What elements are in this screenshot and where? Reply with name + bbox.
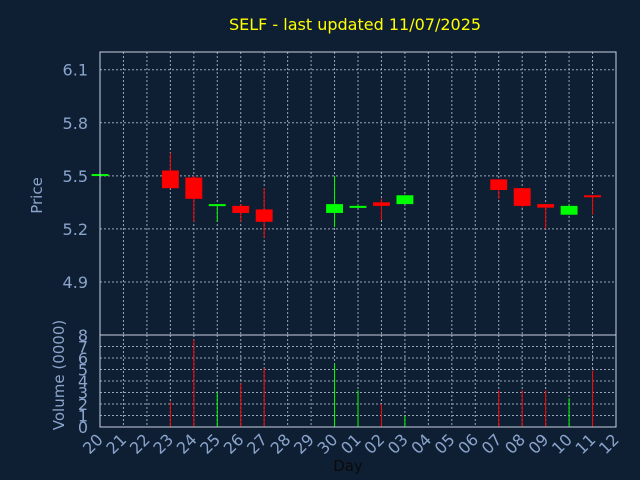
price-tick-label: 5.8 (63, 114, 88, 133)
candle-body (161, 170, 179, 189)
candle (373, 198, 390, 221)
candle (490, 179, 508, 199)
candle-body (373, 202, 390, 206)
candle-body (185, 177, 203, 199)
candle (326, 175, 343, 228)
candle-body (560, 205, 578, 215)
price-tick-label: 6.1 (63, 61, 88, 80)
candle-body (490, 179, 508, 190)
candle (396, 195, 414, 205)
price-tick-label: 5.2 (63, 220, 88, 239)
volume-tick-label: 8 (78, 326, 88, 345)
candle-body (208, 204, 226, 207)
candle-body (255, 209, 273, 222)
volume-tick-label: 1 (78, 407, 88, 426)
volume-tick-label: 4 (78, 372, 88, 391)
volume-tick-label: 3 (78, 384, 88, 403)
day-tick-labels: 2021222324252627282930010203040506070809… (79, 430, 623, 458)
candle (185, 175, 203, 222)
candle-body (537, 204, 555, 208)
day-axis-label: Day (333, 457, 363, 475)
candle (537, 204, 555, 229)
candle (255, 188, 273, 238)
volume-bars (169, 339, 594, 427)
price-tick-label: 4.9 (63, 273, 88, 292)
candle (349, 204, 367, 208)
price-candles (91, 152, 601, 238)
candle-body (349, 205, 367, 208)
candle (560, 204, 578, 215)
day-tick-label: 12 (595, 430, 623, 458)
candle-body (232, 205, 250, 213)
volume-tick-label: 0 (78, 418, 88, 437)
candle-body (513, 188, 531, 206)
price-tick-labels: 4.9 5.2 5.5 5.8 6.1 (63, 61, 88, 292)
volume-tick-label: 5 (78, 361, 88, 380)
chart-title: SELF - last updated 11/07/2025 (229, 15, 481, 34)
volume-panel-frame (99, 334, 617, 428)
candle (208, 204, 226, 222)
price-tick-label: 5.5 (63, 167, 88, 186)
candle (161, 152, 179, 189)
volume-tick-label: 7 (78, 338, 88, 357)
candle-body (584, 195, 601, 198)
candle (584, 195, 601, 215)
price-gridlines (100, 52, 616, 335)
candle-body (396, 195, 414, 205)
price-axis-label: Price (28, 177, 46, 214)
volume-tick-label: 2 (78, 395, 88, 414)
volume-tick-label: 6 (78, 349, 88, 368)
candle (513, 188, 531, 208)
volume-axis-label: Volume (0000) (50, 320, 68, 430)
candle (232, 204, 250, 222)
candle-body (326, 204, 343, 213)
